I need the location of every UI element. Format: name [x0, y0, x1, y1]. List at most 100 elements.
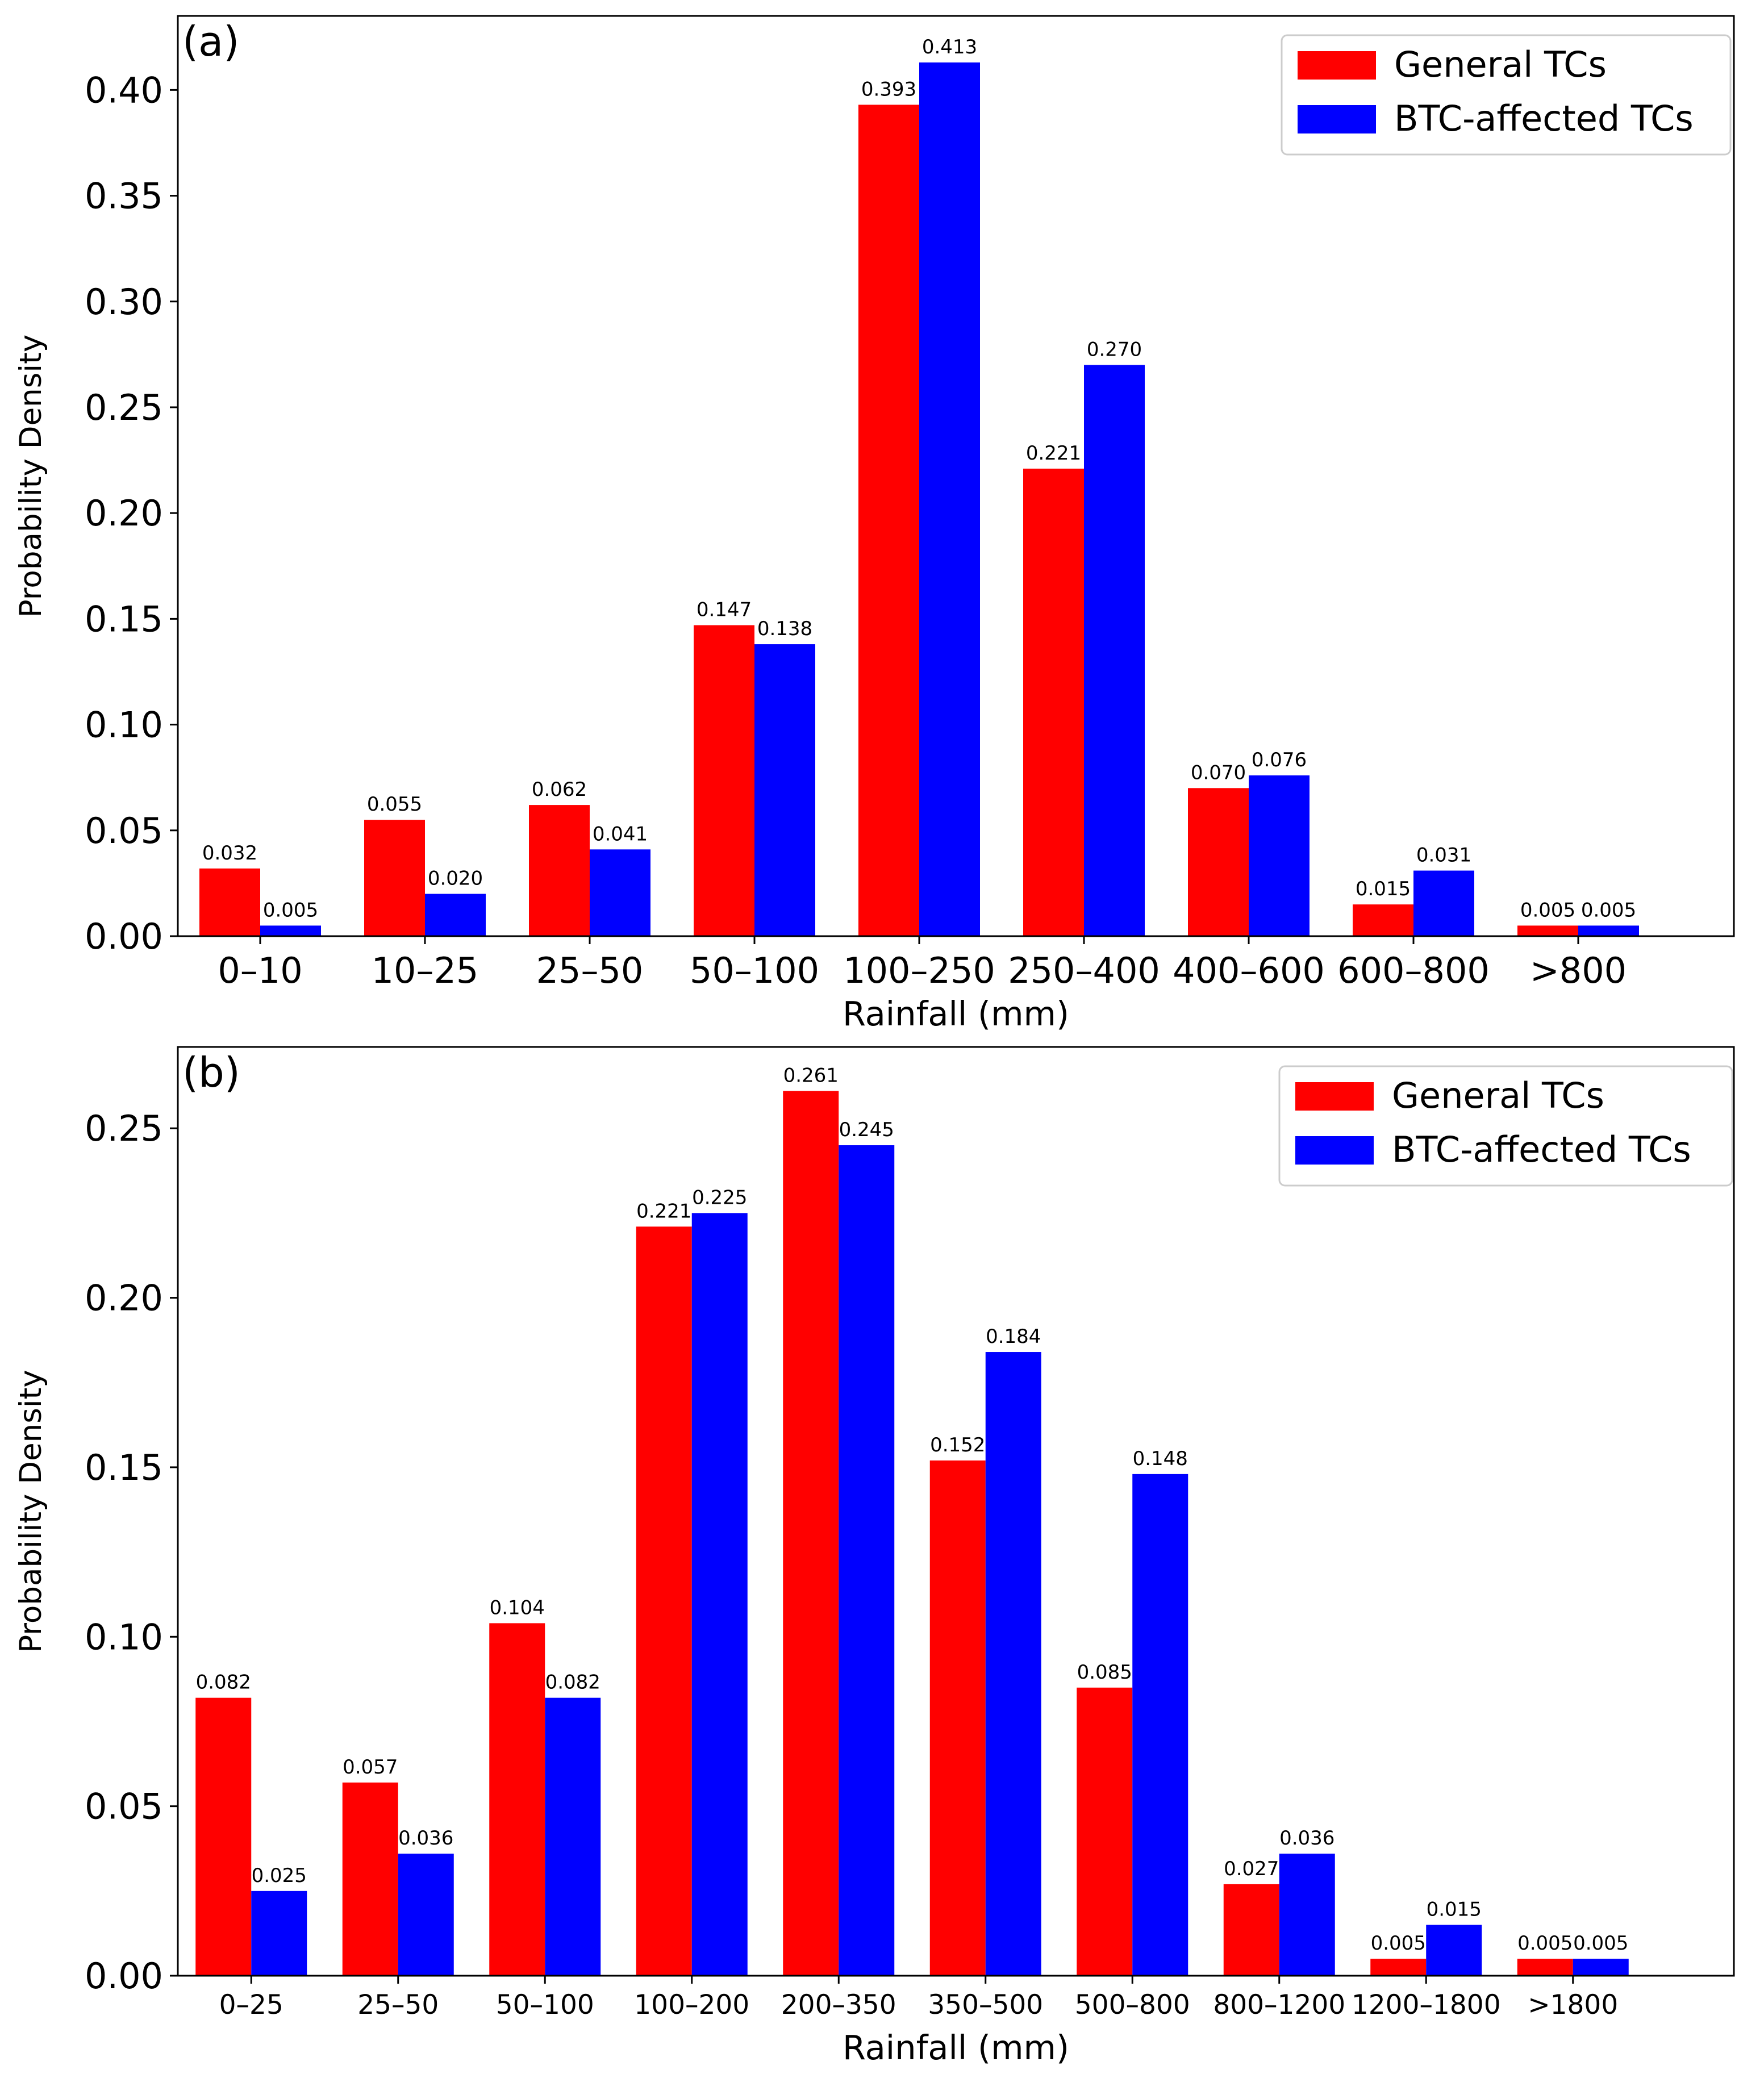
bar-btc-3 [691, 1213, 748, 1976]
x-tick-label-0: 0–10 [218, 950, 302, 991]
legend-label-btc: BTC-affected TCs [1392, 1129, 1691, 1170]
y-tick-label-6: 0.30 [85, 281, 163, 323]
x-tick-label-7: 800–1200 [1213, 1989, 1345, 2021]
bar-general-5 [929, 1460, 986, 1976]
data-label-btc-0: 0.005 [263, 899, 318, 921]
data-label-btc-7: 0.031 [1416, 844, 1471, 867]
legend-label-btc: BTC-affected TCs [1394, 98, 1694, 139]
x-tick-label-7: 600–800 [1337, 950, 1490, 991]
bar-general-4 [858, 105, 919, 936]
bar-general-7 [1223, 1884, 1279, 1976]
data-label-btc-6: 0.076 [1252, 749, 1307, 771]
y-tick-label-5: 0.25 [85, 387, 163, 428]
x-tick-label-6: 400–600 [1173, 950, 1325, 991]
y-tick-label-4: 0.20 [85, 1278, 163, 1319]
data-label-btc-0: 0.025 [252, 1864, 307, 1887]
legend-swatch-btc [1298, 105, 1376, 133]
bar-general-8 [1517, 925, 1578, 936]
y-tick-label-8: 0.40 [85, 69, 163, 111]
bar-general-2 [529, 805, 590, 936]
data-label-btc-4: 0.413 [922, 36, 977, 59]
y-tick-label-7: 0.35 [85, 176, 163, 217]
y-axis-title: Probability Density [14, 1370, 48, 1653]
legend-label-general: General TCs [1392, 1075, 1604, 1116]
x-axis-title: Rainfall (mm) [843, 994, 1069, 1033]
bar-btc-0 [251, 1891, 307, 1976]
data-label-general-3: 0.147 [697, 599, 752, 621]
data-label-btc-3: 0.225 [692, 1186, 747, 1209]
y-tick-label-1: 0.05 [85, 810, 163, 852]
y-tick-label-2: 0.10 [85, 1616, 163, 1658]
bar-general-4 [783, 1091, 839, 1976]
bar-btc-6 [1132, 1474, 1188, 1976]
y-tick-label-1: 0.05 [85, 1786, 163, 1827]
data-label-general-8: 0.005 [1520, 899, 1575, 921]
data-label-general-0: 0.032 [202, 842, 257, 865]
data-label-btc-5: 0.184 [986, 1325, 1041, 1348]
data-label-btc-8: 0.015 [1427, 1898, 1482, 1921]
bar-btc-6 [1249, 775, 1310, 936]
data-label-btc-7: 0.036 [1279, 1827, 1335, 1850]
x-tick-label-9: >1800 [1528, 1989, 1618, 2021]
bar-general-6 [1188, 788, 1249, 936]
legend-swatch-general [1298, 51, 1376, 80]
x-tick-label-4: 200–350 [781, 1989, 896, 2021]
x-tick-label-6: 500–800 [1075, 1989, 1190, 2021]
plot-frame [177, 1046, 1735, 1977]
bar-btc-4 [919, 62, 980, 937]
bar-btc-4 [839, 1145, 895, 1976]
bar-btc-1 [398, 1854, 454, 1976]
data-label-btc-3: 0.138 [757, 617, 812, 640]
bar-btc-3 [754, 644, 815, 936]
data-label-btc-2: 0.082 [545, 1671, 600, 1694]
bar-btc-2 [590, 849, 650, 936]
data-label-general-8: 0.005 [1371, 1932, 1426, 1955]
bar-btc-7 [1279, 1854, 1335, 1976]
x-tick-label-3: 100–200 [634, 1989, 749, 2021]
panel-label: (b) [182, 1049, 240, 1096]
bar-btc-8 [1426, 1925, 1482, 1976]
bar-btc-2 [545, 1697, 601, 1976]
x-tick-label-4: 100–250 [843, 950, 995, 991]
x-tick-label-8: >800 [1530, 950, 1627, 991]
bar-btc-7 [1413, 870, 1474, 936]
data-label-general-5: 0.221 [1026, 442, 1081, 465]
bar-general-3 [694, 625, 754, 936]
bar-btc-9 [1573, 1959, 1629, 1976]
bar-btc-1 [425, 894, 486, 936]
x-tick-label-3: 50–100 [690, 950, 819, 991]
bar-general-6 [1077, 1687, 1133, 1976]
x-tick-label-1: 10–25 [372, 950, 479, 991]
data-label-btc-6: 0.148 [1133, 1447, 1188, 1470]
data-label-btc-2: 0.041 [593, 823, 648, 845]
y-tick-label-5: 0.25 [85, 1108, 163, 1149]
data-label-general-3: 0.221 [636, 1200, 691, 1222]
data-label-general-6: 0.085 [1077, 1661, 1132, 1684]
bar-btc-5 [985, 1352, 1041, 1976]
x-tick-label-2: 50–100 [496, 1989, 594, 2021]
data-label-general-0: 0.082 [196, 1671, 251, 1694]
legend-box [1281, 34, 1732, 156]
legend: General TCs BTC-affected TCs [1281, 34, 1732, 156]
data-label-general-7: 0.015 [1356, 878, 1411, 900]
panel-label: (a) [182, 18, 239, 65]
legend-label-general: General TCs [1394, 44, 1607, 85]
data-label-general-7: 0.027 [1224, 1858, 1279, 1880]
data-label-btc-5: 0.270 [1087, 338, 1142, 361]
bar-btc-0 [260, 925, 321, 936]
bar-general-0 [199, 868, 260, 936]
legend-box [1278, 1065, 1733, 1187]
y-tick-label-2: 0.10 [85, 704, 163, 746]
y-tick-label-0: 0.00 [85, 1955, 163, 1997]
bar-general-3 [636, 1226, 692, 1976]
data-label-general-5: 0.152 [930, 1434, 985, 1457]
data-label-general-6: 0.070 [1191, 761, 1246, 784]
chart-panel-b: 0.082 0.057 0.104 0.221 0.261 0.152 0.085 0.027… [14, 1046, 1735, 2067]
y-tick-label-0: 0.00 [85, 916, 163, 957]
chart-panel-a: 0.032 0.055 0.062 0.147 0.393 0.221 0.070 0.015… [14, 15, 1735, 1033]
data-label-general-4: 0.261 [783, 1065, 839, 1087]
bar-general-0 [195, 1697, 252, 1976]
plot-frame [177, 15, 1735, 937]
bar-btc-8 [1578, 925, 1639, 936]
